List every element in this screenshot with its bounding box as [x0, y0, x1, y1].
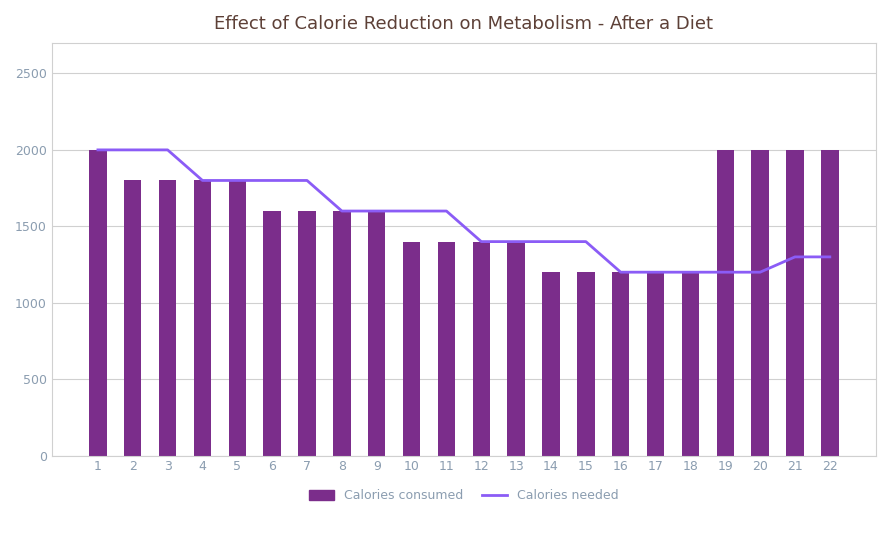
Bar [403, 242, 421, 456]
Bar [437, 242, 455, 456]
Bar [124, 180, 142, 456]
Bar [298, 211, 315, 456]
Bar [822, 150, 838, 456]
Legend: Calories consumed, Calories needed: Calories consumed, Calories needed [304, 484, 624, 507]
Bar [89, 150, 107, 456]
Bar [472, 242, 490, 456]
Bar [647, 272, 665, 456]
Bar [716, 150, 734, 456]
Title: Effect of Calorie Reduction on Metabolism - After a Diet: Effect of Calorie Reduction on Metabolis… [215, 15, 714, 33]
Bar [786, 150, 804, 456]
Bar [751, 150, 769, 456]
Bar [612, 272, 629, 456]
Bar [682, 272, 699, 456]
Bar [368, 211, 386, 456]
Bar [333, 211, 350, 456]
Bar [577, 272, 594, 456]
Bar [193, 180, 211, 456]
Bar [229, 180, 246, 456]
Bar [543, 272, 560, 456]
Bar [264, 211, 281, 456]
Bar [508, 242, 525, 456]
Bar [159, 180, 176, 456]
